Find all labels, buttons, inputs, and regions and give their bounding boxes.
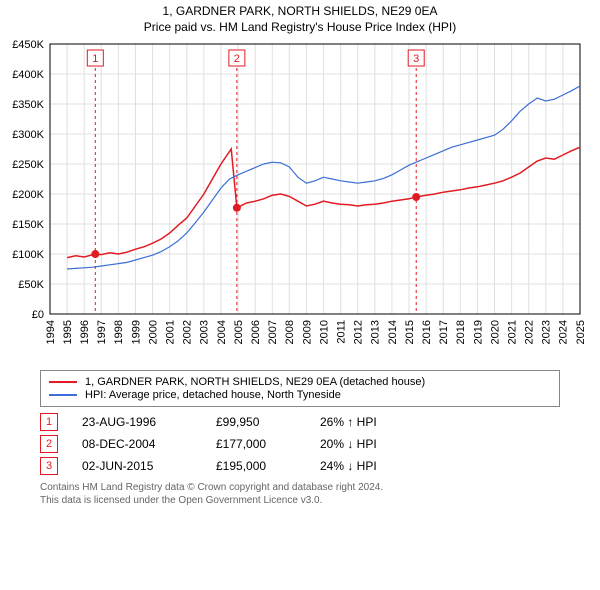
legend-label: 1, GARDNER PARK, NORTH SHIELDS, NE29 0EA… — [85, 376, 425, 388]
x-tick-label: 2004 — [216, 320, 228, 344]
x-tick-label: 2011 — [335, 320, 347, 344]
x-tick-label: 2003 — [199, 320, 211, 344]
tx-price: £195,000 — [216, 459, 296, 473]
legend-row: 1, GARDNER PARK, NORTH SHIELDS, NE29 0EA… — [49, 376, 551, 388]
legend: 1, GARDNER PARK, NORTH SHIELDS, NE29 0EA… — [40, 370, 560, 407]
x-tick-label: 1996 — [79, 320, 91, 344]
attribution-line: Contains HM Land Registry data © Crown c… — [40, 481, 560, 494]
x-tick-label: 2000 — [147, 320, 159, 344]
y-tick-label: £0 — [32, 309, 44, 321]
x-tick-label: 1994 — [45, 320, 57, 344]
y-tick-label: £100K — [12, 249, 44, 261]
y-tick-label: £300K — [12, 129, 44, 141]
legend-swatch — [49, 381, 77, 383]
attribution-line: This data is licensed under the Open Gov… — [40, 494, 560, 507]
tx-marker-label: 1 — [92, 53, 98, 65]
y-tick-label: £400K — [12, 69, 44, 81]
y-tick-label: £350K — [12, 99, 44, 111]
page-subtitle: Price paid vs. HM Land Registry's House … — [0, 20, 600, 34]
tx-marker-dot — [233, 204, 241, 212]
x-tick-label: 2025 — [575, 320, 587, 344]
tx-marker-dot — [91, 250, 99, 258]
y-tick-label: £250K — [12, 159, 44, 171]
transaction-table: 1 23-AUG-1996 £99,950 26% ↑ HPI 2 08-DEC-2004… — [40, 413, 560, 475]
tx-diff: 26% ↑ HPI — [320, 415, 410, 429]
x-tick-label: 1995 — [62, 320, 74, 344]
y-tick-label: £50K — [18, 279, 44, 291]
x-tick-label: 2024 — [558, 320, 570, 344]
page-title: 1, GARDNER PARK, NORTH SHIELDS, NE29 0EA — [0, 4, 600, 18]
legend-swatch — [49, 394, 77, 396]
x-tick-label: 2019 — [472, 320, 484, 344]
legend-row: HPI: Average price, detached house, Nort… — [49, 389, 551, 401]
x-tick-label: 2012 — [353, 320, 365, 344]
x-tick-label: 2017 — [438, 320, 450, 344]
tx-date: 23-AUG-1996 — [82, 415, 192, 429]
tx-price: £177,000 — [216, 437, 296, 451]
x-tick-label: 2006 — [250, 320, 262, 344]
x-tick-label: 2022 — [524, 320, 536, 344]
chart-svg: £0 £50K £100K £150K £200K £250K £300K £350K £400… — [0, 34, 600, 364]
x-tick-label: 2018 — [455, 320, 467, 344]
x-tick-label: 2021 — [506, 320, 518, 344]
x-tick-label: 1998 — [113, 320, 125, 344]
x-tick-label: 2009 — [301, 320, 313, 344]
tx-marker-label: 2 — [234, 53, 240, 65]
x-tick-label: 2002 — [182, 320, 194, 344]
x-tick-label: 2008 — [284, 320, 296, 344]
y-tick-label: £450K — [12, 39, 44, 51]
tx-price: £99,950 — [216, 415, 296, 429]
y-tick-label: £150K — [12, 219, 44, 231]
legend-label: HPI: Average price, detached house, Nort… — [85, 389, 341, 401]
tx-badge: 2 — [40, 435, 58, 453]
x-tick-label: 2014 — [387, 320, 399, 344]
tx-diff: 24% ↓ HPI — [320, 459, 410, 473]
x-tick-label: 2007 — [267, 320, 279, 344]
tx-date: 08-DEC-2004 — [82, 437, 192, 451]
price-chart: £0 £50K £100K £150K £200K £250K £300K £350K £400… — [0, 34, 600, 364]
x-tick-label: 2016 — [421, 320, 433, 344]
x-tick-label: 2020 — [489, 320, 501, 344]
y-tick-label: £200K — [12, 189, 44, 201]
tx-row: 3 02-JUN-2015 £195,000 24% ↓ HPI — [40, 457, 560, 475]
x-tick-label: 1999 — [130, 320, 142, 344]
tx-badge: 3 — [40, 457, 58, 475]
x-tick-label: 2023 — [541, 320, 553, 344]
tx-marker-dot — [412, 193, 420, 201]
x-tick-label: 1997 — [96, 320, 108, 344]
tx-row: 1 23-AUG-1996 £99,950 26% ↑ HPI — [40, 413, 560, 431]
x-tick-label: 2015 — [404, 320, 416, 344]
tx-row: 2 08-DEC-2004 £177,000 20% ↓ HPI — [40, 435, 560, 453]
x-tick-label: 2013 — [370, 320, 382, 344]
x-tick-label: 2010 — [318, 320, 330, 344]
tx-date: 02-JUN-2015 — [82, 459, 192, 473]
x-tick-label: 2001 — [165, 320, 177, 344]
tx-marker-label: 3 — [413, 53, 419, 65]
attribution: Contains HM Land Registry data © Crown c… — [40, 481, 560, 507]
tx-diff: 20% ↓ HPI — [320, 437, 410, 451]
x-tick-label: 2005 — [233, 320, 245, 344]
tx-badge: 1 — [40, 413, 58, 431]
